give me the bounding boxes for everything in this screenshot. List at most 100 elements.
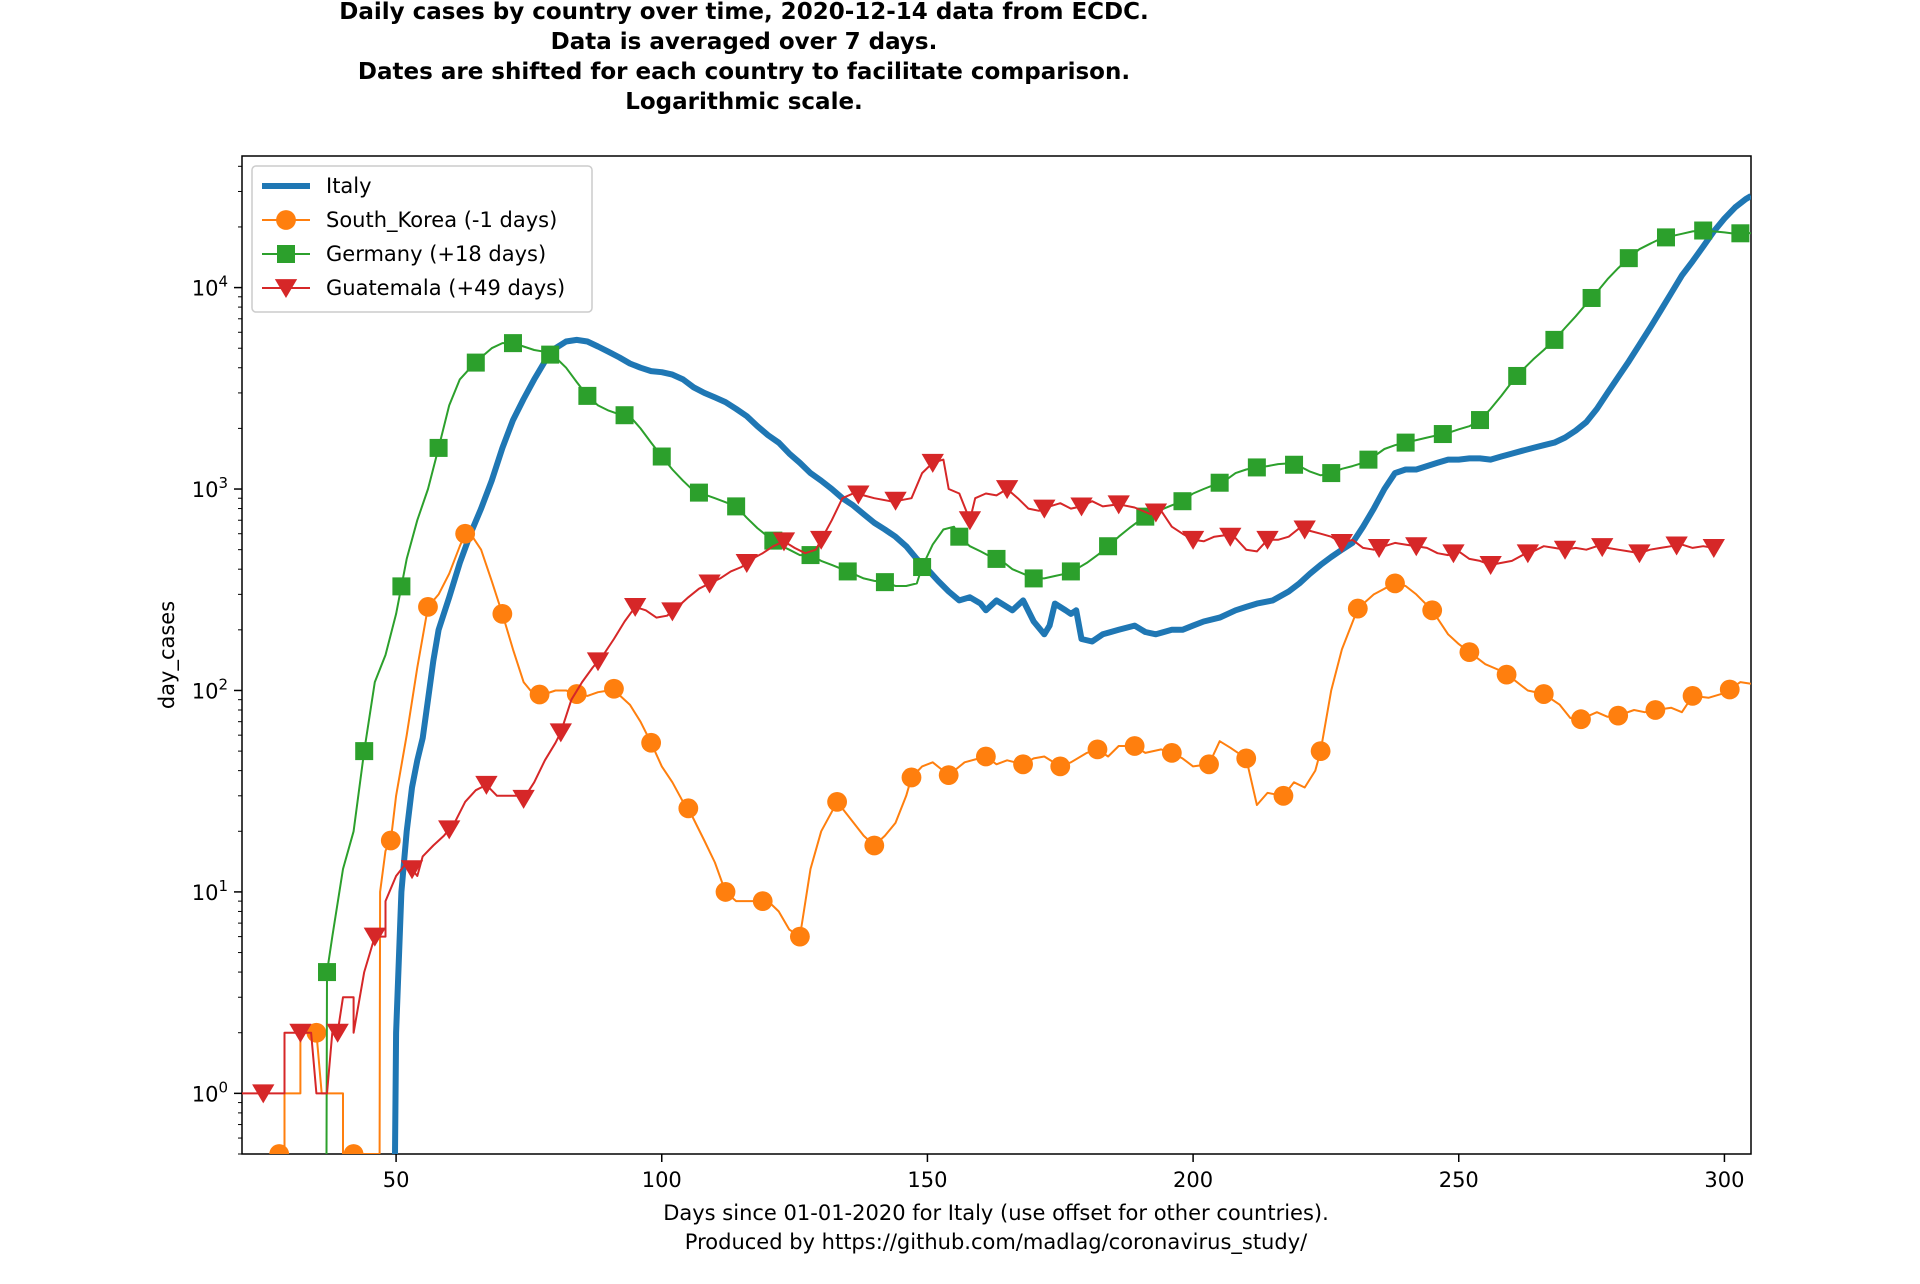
- y-tick-label-2: 101: [192, 877, 228, 905]
- x-tick-label-5: 250: [1439, 1168, 1479, 1192]
- series-3-point-26: [1247, 458, 1266, 477]
- series-4-point-17: [847, 485, 870, 505]
- y-tick-label-5: 104: [192, 273, 228, 301]
- series-2-point-15: [790, 926, 810, 947]
- series-2-point-12: [678, 798, 699, 819]
- series-3-point-38: [1694, 221, 1713, 240]
- series-line-4: [242, 458, 1714, 1095]
- series-2-point-33: [1459, 642, 1480, 663]
- y-tick-label-3: 102: [192, 675, 228, 703]
- series-4-point-30: [1330, 534, 1354, 553]
- y-axis-label: day_cases: [155, 601, 180, 709]
- series-4-point-24: [1107, 495, 1130, 515]
- series-4-point-31: [1367, 539, 1391, 558]
- legend-label-3: Germany (+18 days): [326, 242, 546, 266]
- series-2-point-38: [1645, 700, 1666, 720]
- series-3-point-36: [1619, 249, 1638, 268]
- series-4-point-11: [624, 597, 647, 617]
- x-tick-label-3: 150: [907, 1168, 947, 1192]
- series-2-point-37: [1608, 705, 1629, 726]
- legend-marker-4: [274, 279, 298, 299]
- series-2-point-29: [1310, 741, 1331, 762]
- series-3-point-24: [1173, 492, 1192, 511]
- series-2-point-10: [604, 678, 624, 699]
- series-3-point-6: [503, 334, 522, 353]
- series-3-point-2: [355, 742, 374, 761]
- series-4-point-23: [1070, 497, 1093, 517]
- series-2: [269, 523, 1751, 1154]
- series-2-point-17: [864, 835, 885, 856]
- series-3-point-37: [1656, 228, 1675, 247]
- series-4-point-7: [475, 775, 498, 795]
- series-2-point-18: [901, 767, 922, 788]
- series-3-point-8: [578, 386, 597, 405]
- series-3-point-29: [1359, 450, 1378, 469]
- series-4-point-12: [661, 602, 684, 622]
- series-2-point-30: [1347, 598, 1368, 619]
- series-3-point-35: [1582, 288, 1601, 307]
- series-2-point-34: [1496, 664, 1517, 685]
- series-4-point-34: [1479, 555, 1502, 575]
- legend-marker-3: [277, 245, 295, 263]
- series-3-point-11: [689, 483, 708, 502]
- series-4-point-32: [1405, 537, 1428, 557]
- y-tick-label-1: 100: [192, 1078, 228, 1106]
- legend-entry-2: South_Korea (-1 days): [262, 208, 557, 233]
- x-axis: 50 100 150 200 250 300: [383, 1154, 1744, 1192]
- series-3-point-7: [541, 345, 560, 364]
- series-2-point-19: [938, 765, 959, 786]
- series-3-point-12: [727, 497, 746, 516]
- series-4-point-33: [1442, 544, 1465, 564]
- legend-entry-1: Italy: [262, 174, 372, 198]
- chart-title-line-2: Data is averaged over 7 days.: [551, 29, 938, 55]
- series-3-point-21: [1061, 562, 1080, 581]
- series-3-point-30: [1396, 433, 1415, 452]
- series-2-point-20: [975, 746, 996, 767]
- legend-marker-2: [276, 210, 296, 230]
- series-2-point-7: [492, 603, 513, 624]
- series-4-point-21: [995, 480, 1019, 500]
- series-2-point-25: [1161, 742, 1182, 763]
- series-2-point-35: [1533, 684, 1554, 704]
- series-4-point-22: [1033, 499, 1056, 519]
- legend: Italy South_Korea (-1 days) Germany (+18 d…: [251, 165, 593, 313]
- legend-entry-3: Germany (+18 days): [262, 242, 546, 266]
- series-3-point-18: [950, 527, 969, 546]
- series-4-point-38: [1628, 544, 1651, 564]
- series-2-point-39: [1682, 685, 1703, 706]
- series-4-point-4: [363, 927, 386, 947]
- series-2-point-5: [418, 596, 438, 617]
- series-2-point-36: [1571, 709, 1591, 730]
- chart-title-line-4: Logarithmic scale.: [625, 89, 863, 115]
- series-4-point-25: [1144, 503, 1168, 523]
- series-4-point-1: [252, 1084, 275, 1104]
- series-4-point-35: [1516, 544, 1539, 564]
- series-4-point-13: [698, 574, 721, 594]
- series-3-point-23: [1136, 507, 1155, 526]
- series-2-point-14: [752, 891, 773, 912]
- series-3-point-1: [318, 963, 337, 982]
- series-4-point-8: [512, 789, 535, 809]
- series-3-point-33: [1508, 366, 1527, 385]
- series-3-point-16: [875, 573, 894, 592]
- series-2-point-28: [1273, 785, 1294, 806]
- series-4-point-37: [1591, 538, 1614, 558]
- series-4-point-14: [735, 554, 758, 574]
- series-2-point-1: [269, 1144, 290, 1154]
- series-2-point-21: [1013, 754, 1033, 775]
- series-4-point-2: [289, 1023, 312, 1043]
- series-2-point-31: [1385, 573, 1405, 594]
- series-4-point-9: [549, 723, 572, 743]
- series-4-point-15: [772, 532, 796, 552]
- series-4-point-29: [1293, 520, 1316, 540]
- series-3-point-17: [913, 558, 932, 577]
- series-4-point-40: [1702, 539, 1725, 558]
- chart-title: Daily cases by country over time, 2020-1…: [339, 0, 1149, 115]
- series-4-point-10: [586, 652, 610, 672]
- series-4-point-26: [1181, 530, 1205, 550]
- series-3-point-22: [1099, 537, 1118, 556]
- series-2-point-27: [1236, 748, 1257, 769]
- legend-entry-4: Guatemala (+49 days): [262, 276, 565, 300]
- x-tick-label-2: 100: [642, 1168, 682, 1192]
